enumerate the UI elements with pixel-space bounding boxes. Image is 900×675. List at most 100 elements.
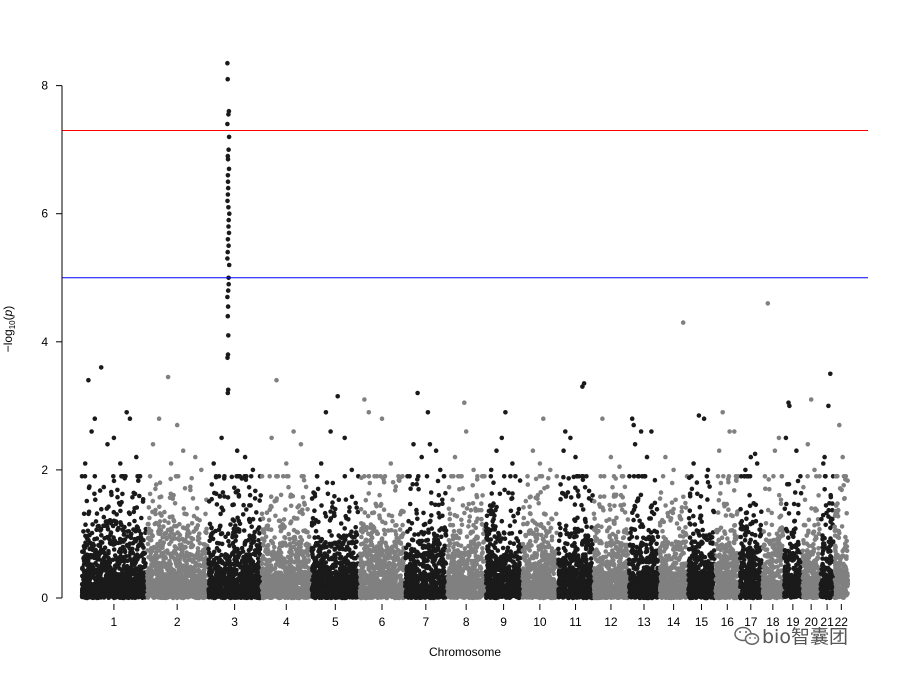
chromosome-7-points	[403, 390, 449, 601]
snp-point	[202, 557, 207, 562]
snp-point	[189, 535, 194, 541]
snp-point	[372, 580, 378, 586]
snp-point	[169, 570, 175, 575]
snp-point	[195, 534, 201, 539]
snp-point	[397, 478, 402, 484]
snp-point	[133, 574, 139, 580]
snp-point	[145, 535, 151, 541]
snp-point	[112, 594, 117, 599]
snp-point	[169, 552, 175, 558]
snp-point	[167, 514, 173, 520]
snp-point	[273, 513, 278, 519]
snp-point	[295, 530, 301, 535]
snp-point-peak	[225, 294, 230, 300]
snp-point	[104, 571, 110, 577]
snp-point	[231, 583, 237, 589]
snp-point	[82, 570, 87, 576]
snp-point	[194, 505, 200, 511]
snp-point	[306, 594, 311, 600]
snp-point	[146, 589, 151, 594]
snp-point	[129, 531, 134, 537]
snp-point	[215, 583, 220, 589]
snp-point	[129, 563, 135, 568]
snp-point	[108, 532, 113, 538]
snp-point	[111, 535, 116, 540]
snp-point-peak	[226, 166, 232, 172]
snp-point	[310, 577, 315, 583]
snp-point	[131, 509, 137, 515]
snp-point	[177, 546, 183, 551]
snp-point	[266, 517, 272, 523]
snp-point	[365, 513, 371, 519]
snp-point	[188, 484, 193, 490]
snp-point	[170, 584, 175, 590]
snp-point	[243, 540, 248, 545]
snp-point	[268, 595, 274, 600]
snp-point	[230, 502, 235, 508]
snp-point	[287, 536, 293, 542]
snp-point	[333, 569, 339, 574]
snp-point	[221, 575, 227, 580]
snp-point	[162, 554, 168, 559]
snp-point	[214, 502, 220, 507]
snp-point	[92, 550, 98, 556]
snp-point-top	[284, 461, 289, 466]
snp-point	[191, 513, 197, 519]
snp-point	[106, 536, 112, 541]
snp-point	[229, 552, 235, 557]
snp-point-top	[335, 394, 341, 399]
snp-point	[150, 498, 156, 504]
snp-point	[389, 562, 395, 568]
snp-point	[247, 492, 253, 498]
snp-point	[366, 491, 372, 496]
snp-point	[247, 503, 252, 508]
snp-point	[351, 573, 357, 578]
snp-point	[186, 582, 192, 588]
snp-point	[324, 480, 330, 485]
snp-point	[140, 499, 146, 504]
snp-point	[231, 588, 236, 594]
snp-point-peak	[225, 256, 230, 261]
snp-point-top	[111, 435, 117, 441]
snp-point	[148, 555, 154, 561]
snp-point	[250, 516, 256, 522]
snp-point	[141, 537, 146, 543]
snp-point	[262, 573, 268, 578]
snp-point	[179, 551, 184, 556]
snp-point	[269, 586, 275, 592]
snp-point	[156, 529, 161, 534]
snp-point	[160, 563, 165, 569]
snp-point	[299, 572, 305, 578]
snp-point	[145, 573, 151, 578]
snp-point-top	[379, 416, 385, 422]
snp-point	[84, 595, 89, 601]
snp-point	[82, 474, 88, 479]
snp-point	[216, 556, 221, 561]
snp-point	[84, 498, 90, 504]
snp-point	[166, 584, 171, 589]
snp-point	[364, 593, 370, 598]
snp-point	[313, 528, 319, 534]
snp-point	[343, 537, 348, 543]
snp-point	[168, 476, 173, 482]
snp-point-top	[193, 454, 198, 460]
snp-point	[182, 525, 187, 531]
snp-point	[298, 535, 303, 540]
snp-point	[143, 530, 148, 536]
snp-point	[310, 516, 316, 521]
snp-point-peak	[226, 147, 231, 152]
snp-point	[278, 594, 283, 600]
snp-point	[386, 583, 391, 588]
snp-point	[284, 474, 290, 479]
snp-point	[126, 510, 132, 515]
snp-point	[296, 569, 302, 574]
snp-point	[141, 551, 147, 556]
snp-point	[121, 528, 126, 534]
snp-point-top	[342, 435, 348, 441]
snp-point-top	[86, 377, 91, 383]
snp-point	[201, 583, 207, 589]
snp-point	[142, 564, 148, 569]
snp-point	[86, 537, 91, 543]
snp-point	[281, 517, 287, 522]
